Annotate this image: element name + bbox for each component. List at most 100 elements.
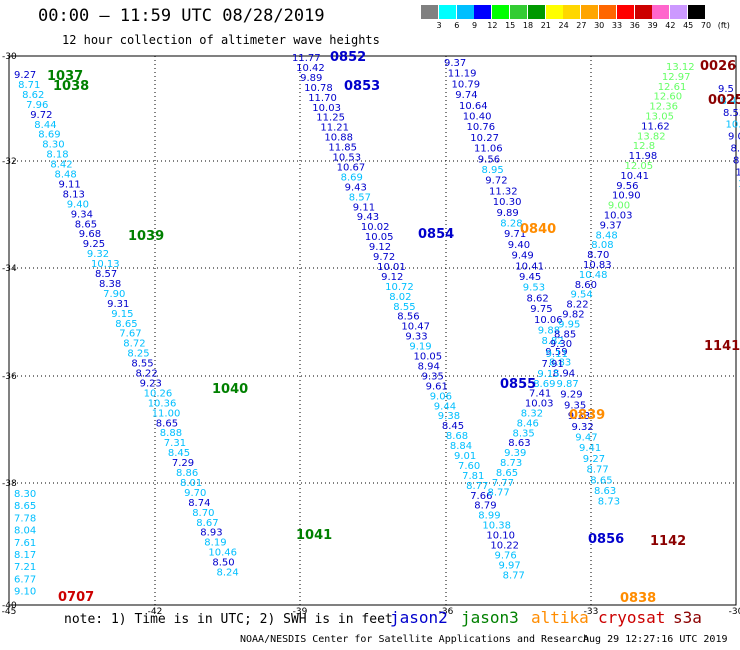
pass-time-label: 0025	[708, 93, 740, 108]
wave-height-value: 8.30	[42, 140, 64, 151]
wave-height-value: 8.69	[38, 130, 60, 141]
wave-height-value: 9.15	[111, 309, 133, 320]
wave-height-value: 10.88	[324, 133, 353, 144]
wave-height-value: 9.06	[430, 391, 452, 402]
legend-label: 70	[700, 21, 712, 30]
wave-height-value: 8.01	[180, 478, 202, 489]
wave-height-value: 9.39	[504, 448, 526, 459]
graticule	[9, 56, 736, 605]
wave-height-value: 10.41	[620, 171, 649, 182]
wave-height-value: 10.05	[414, 352, 443, 363]
longitude-label: -33	[584, 607, 599, 617]
legend-label: 18	[522, 21, 534, 30]
wave-height-value: 8.94	[418, 361, 440, 372]
wave-height-value: 9.95	[558, 319, 580, 330]
wave-height-value: 9.37	[444, 58, 466, 69]
wave-height-value: 9.70	[184, 488, 206, 499]
wave-height-value: 9.71	[504, 229, 526, 240]
wave-height-value: 9.12	[369, 242, 391, 253]
map-subtitle: 12 hour collection of altimeter wave hei…	[62, 33, 380, 47]
wave-height-value: 8.63	[594, 486, 616, 497]
wave-height-value: 8.30	[733, 155, 740, 166]
wave-height-value: 8.53	[723, 108, 740, 119]
wave-height-value: 10.38	[482, 521, 511, 532]
wave-height-value: 8.82	[542, 336, 564, 347]
wave-height-value: 11.1	[738, 179, 740, 190]
wave-height-value: 8.38	[99, 279, 121, 290]
wave-height-value: 9.72	[30, 110, 52, 121]
wave-height-value: 8.17	[14, 550, 36, 561]
wave-height-value: 10.01	[377, 262, 406, 273]
longitude-label: -39	[293, 607, 308, 617]
pass-time-label: 1041	[296, 528, 332, 543]
pass-time-label: 1038	[53, 79, 89, 94]
legend-swatch	[634, 5, 652, 19]
wave-height-value: 8.70	[192, 508, 214, 519]
pass-time-label: 1039	[128, 229, 164, 244]
wave-height-value: 7.29	[172, 458, 194, 469]
wave-height-value: 8.65	[115, 319, 137, 330]
wave-height-value: 11.00	[152, 408, 181, 419]
pass-time-label: 1040	[212, 382, 248, 397]
wave-height-value: 8.88	[160, 428, 182, 439]
pass-time-label: 1141	[704, 339, 740, 354]
wave-height-value: 9.88	[538, 326, 560, 337]
wave-height-value: 8.63	[508, 438, 530, 449]
wave-height-value: 9.43	[357, 212, 379, 223]
pass-time-label: 0856	[588, 532, 624, 547]
wave-height-value: 9.35	[564, 400, 586, 411]
satellite-legend-jason2: jason2	[390, 608, 448, 627]
wave-height-value: 12.97	[662, 72, 691, 83]
wave-height-value: 12.8	[633, 141, 655, 152]
wave-height-value: 10.78	[304, 83, 333, 94]
wave-height-value: 9.23	[140, 378, 162, 389]
wave-height-value: 8.95	[482, 165, 504, 176]
wave-height-value: 9.56	[478, 154, 500, 165]
wave-height-value: 8.22	[136, 369, 158, 380]
wave-height-value: 8.65	[14, 501, 36, 512]
wave-height-value: 9.97	[499, 561, 521, 572]
wave-height-value: 8.22	[566, 300, 588, 311]
wave-height-value: 13.82	[637, 131, 666, 142]
wave-height-value: 8.69	[533, 379, 555, 390]
legend-label: 36	[629, 21, 640, 30]
wave-height-value: 10.79	[452, 79, 481, 90]
wave-height-value: 10.90	[612, 191, 641, 202]
footer-timestamp: Aug 29 12:27:16 UTC 2019	[583, 634, 728, 645]
satellite-legend-altika: altika	[531, 608, 589, 627]
pass-time-label: 0852	[330, 50, 366, 65]
legend-swatch	[688, 5, 705, 19]
wave-height-value: 10.30	[493, 197, 522, 208]
wave-height-value: 10.48	[579, 270, 608, 281]
wave-height-value: 8.77	[587, 465, 609, 476]
wave-height-value: 7.66	[470, 491, 492, 502]
wave-height-value: 11.85	[328, 143, 357, 154]
wave-height-value: 8.57	[349, 192, 371, 203]
wave-height-value: 9.15	[537, 369, 559, 380]
wave-height-value: 12.36	[649, 102, 678, 113]
wave-height-value: 8.02	[389, 292, 411, 303]
wave-height-value: 9.37	[600, 220, 622, 231]
wave-height-value: 7.31	[164, 438, 186, 449]
wave-height-value: 11.70	[308, 93, 337, 104]
legend-swatch	[474, 5, 492, 19]
legend-label: 30	[594, 21, 605, 30]
legend-swatch	[652, 5, 670, 19]
satellite-legend-s3a: s3a	[673, 608, 702, 627]
wave-height-value: 10.67	[337, 162, 366, 173]
wave-height-value: 8.19	[204, 538, 226, 549]
wave-height-value: 7.60	[458, 461, 480, 472]
wave-height-value: 10.13	[91, 259, 120, 270]
wave-height-value: 9.72	[485, 176, 507, 187]
wave-height-value: 11.21	[320, 123, 349, 134]
wave-height-value: 9.29	[560, 390, 582, 401]
wave-height-value: 9.44	[434, 401, 456, 412]
wave-height-value: 9.00	[608, 201, 630, 212]
legend-swatch	[545, 5, 563, 19]
wave-height-value: 10.05	[365, 232, 394, 243]
wave-height-value: 8.86	[176, 468, 198, 479]
wave-height-value: 7.61	[14, 538, 36, 549]
latitude-label: -34	[2, 264, 17, 274]
wave-height-value: 8.45	[442, 421, 464, 432]
wave-height-value: 8.67	[196, 518, 218, 529]
